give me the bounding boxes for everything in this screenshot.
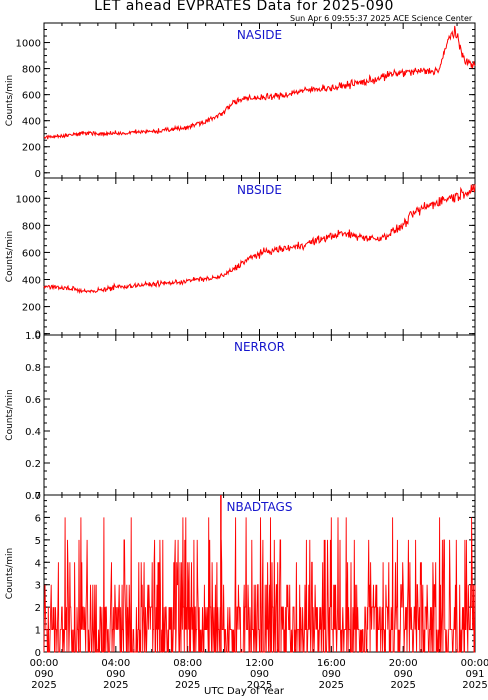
y-tick-label: 2 (35, 603, 41, 614)
x-tick-year: 2025 (319, 680, 344, 691)
y-tick-label: 4 (35, 558, 41, 569)
y-tick-label: 0 (35, 330, 41, 341)
x-tick-year: 2025 (390, 680, 415, 691)
y-tick-label: 600 (22, 91, 41, 102)
panel-title: NBADTAGS (227, 500, 293, 514)
badtags-series-line (43, 517, 476, 653)
y-tick-label: 0 (35, 169, 41, 180)
x-tick-time: 16:00 (317, 658, 346, 669)
y-tick-label: 5 (35, 536, 41, 547)
y-tick-label: 0 (35, 648, 41, 659)
y-tick-label: 400 (22, 276, 41, 287)
panel-title: NBSIDE (237, 183, 282, 197)
y-tick-label: 0.6 (25, 395, 41, 406)
y-axis-label: Counts/min (5, 231, 15, 282)
x-tick-year: 2025 (103, 680, 128, 691)
y-tick-label: 3 (35, 581, 41, 592)
x-tick-doy: 090 (178, 669, 197, 680)
x-axis-label: UTC Day of Year (204, 686, 284, 697)
x-tick-year: 2025 (31, 680, 56, 691)
y-tick-label: 0.0 (25, 491, 41, 502)
x-tick-year: 2025 (462, 680, 487, 691)
y-tick-label: 1000 (16, 194, 41, 205)
series-line (43, 184, 476, 295)
y-tick-label: 1.0 (25, 331, 41, 342)
panel-title: NASIDE (237, 28, 282, 42)
panel-frame (43, 334, 476, 496)
x-tick-doy: 091 (465, 669, 484, 680)
y-tick-label: 6 (35, 513, 41, 524)
x-tick-time: 00:00 (30, 658, 59, 669)
x-tick-time: 04:00 (101, 658, 130, 669)
y-axis-label: Counts/min (5, 548, 15, 599)
panel-nerror: 0.0 0.2 0.4 0.6 0.8 1.0 Counts/min NERROR (5, 331, 476, 502)
y-tick-label: 200 (22, 143, 41, 154)
y-tick-label: 1000 (16, 39, 41, 50)
panel-nbadtags: 0 1 2 3 4 5 6 7 Counts/min NBADTAGS (5, 491, 476, 659)
y-tick-label: 0.8 (25, 363, 41, 374)
y-tick-label: 400 (22, 117, 41, 128)
y-tick-label: 800 (22, 221, 41, 232)
y-axis-label: Counts/min (5, 75, 15, 126)
panel-title: NERROR (234, 340, 285, 354)
x-tick-doy: 090 (34, 669, 53, 680)
panel-frame (43, 22, 476, 179)
y-tick-label: 200 (22, 303, 41, 314)
x-tick-doy: 090 (322, 669, 341, 680)
y-tick-label: 1 (35, 626, 41, 637)
y-tick-label: 800 (22, 65, 41, 76)
x-tick-time: 12:00 (245, 658, 274, 669)
y-axis-label: Counts/min (5, 389, 15, 440)
y-tick-label: 600 (22, 248, 41, 259)
y-tick-label: 0.4 (25, 427, 41, 438)
y-tick-label: 7 (35, 491, 41, 502)
chart-title: LET ahead EVPRATES Data for 2025-090 (94, 0, 394, 14)
x-tick-year: 2025 (175, 680, 200, 691)
x-tick-doy: 090 (250, 669, 269, 680)
x-tick-year: 2025 (247, 680, 272, 691)
panel-naside: 0 200 400 600 800 1000 Counts/min NASIDE (5, 22, 476, 180)
x-tick-doy: 090 (394, 669, 413, 680)
timestamp-stamp: Sun Apr 6 09:55:37 2025 ACE Science Cent… (290, 14, 473, 23)
panel-nbside: 0 200 400 600 800 1000 Counts/min NBSIDE (5, 177, 476, 341)
series-line (43, 25, 476, 140)
x-tick-time: 20:00 (389, 658, 418, 669)
x-tick-time: 08:00 (173, 658, 202, 669)
x-tick-doy: 090 (106, 669, 125, 680)
x-tick-time: 00:00 (461, 658, 488, 669)
y-tick-label: 0.2 (25, 459, 41, 470)
